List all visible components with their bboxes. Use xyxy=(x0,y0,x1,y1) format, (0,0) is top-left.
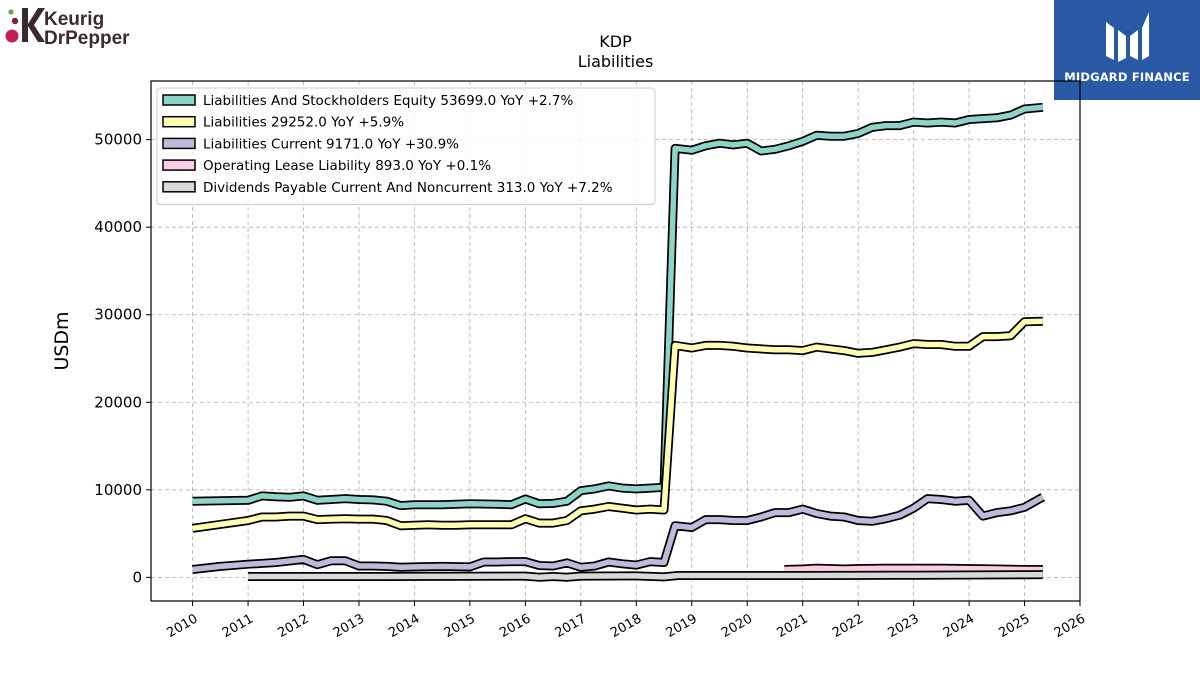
axes-frame xyxy=(150,80,1081,602)
chart-title: KDP xyxy=(599,32,632,51)
x-tick-label: 2013 xyxy=(331,611,367,641)
x-tick-label: 2026 xyxy=(1052,611,1088,641)
legend: Liabilities And Stockholders Equity 5369… xyxy=(156,87,656,205)
logo-dot xyxy=(11,17,19,25)
legend-entry: Liabilities Current 9171.0 YoY +30.9% xyxy=(203,136,459,152)
y-tick-label: 10000 xyxy=(94,481,142,499)
logo-cherry xyxy=(5,29,19,43)
series-0 xyxy=(192,102,1044,511)
legend-swatch xyxy=(162,159,196,171)
series-line xyxy=(784,565,1043,573)
x-tick-label: 2011 xyxy=(220,611,256,641)
legend-swatch xyxy=(162,94,196,106)
y-tick-label: 50000 xyxy=(94,131,142,149)
x-tick-label: 2010 xyxy=(164,611,200,641)
legend-entry: Operating Lease Liability 893.0 YoY +0.1… xyxy=(203,158,491,174)
logo-k-mark xyxy=(22,8,45,42)
x-tick-label: 2017 xyxy=(553,611,589,641)
x-tick-label: 2019 xyxy=(664,611,700,641)
x-tick-label: 2015 xyxy=(442,611,478,641)
series-3 xyxy=(784,563,1043,574)
logo-text-keurig: Keurig xyxy=(44,9,104,30)
y-tick-label: 0 xyxy=(132,568,142,586)
y-tick-label: 30000 xyxy=(94,306,142,324)
y-axis-ticks: 0 10000 20000 30000 40000 50000 xyxy=(94,131,151,586)
x-tick-label: 2022 xyxy=(830,611,866,641)
series-2 xyxy=(192,493,1045,574)
y-tick-label: 40000 xyxy=(94,218,142,236)
legend-entry: Liabilities 29252.0 YoY +5.9% xyxy=(203,115,404,131)
legend-box xyxy=(156,87,656,205)
y-tick-label: 20000 xyxy=(94,393,142,411)
series-line xyxy=(248,571,1043,580)
logo-text-drpepper: DrPepper xyxy=(44,28,130,48)
series-layer xyxy=(191,102,1045,582)
series-line xyxy=(192,494,1045,573)
series-line xyxy=(192,318,1043,532)
x-tick-label: 2018 xyxy=(608,611,644,641)
midgard-finance-text: MIDGARD FINANCE xyxy=(1064,70,1190,84)
legend-swatch xyxy=(162,137,196,150)
legend-entry: Dividends Payable Current And Noncurrent… xyxy=(203,180,613,196)
legend-swatch xyxy=(162,181,196,193)
x-tick-label: 2014 xyxy=(386,611,422,641)
x-tick-label: 2020 xyxy=(719,611,755,641)
midgard-emblem-icon xyxy=(1106,12,1149,62)
keurig-dr-pepper-logo: Keurig DrPepper xyxy=(4,4,164,49)
chart-subtitle: Liabilities xyxy=(578,52,654,71)
x-tick-label: 2021 xyxy=(775,611,811,641)
legend-entry: Liabilities And Stockholders Equity 5369… xyxy=(203,93,573,109)
x-tick-label: 2016 xyxy=(497,611,533,641)
x-tick-label: 2024 xyxy=(941,611,977,641)
series-1 xyxy=(191,316,1043,533)
x-axis-ticks: 2010 2011 2012 2013 2014 2015 2016 2017 2018 2019… xyxy=(164,601,1088,641)
series-4 xyxy=(248,570,1043,582)
x-tick-label: 2023 xyxy=(885,611,921,641)
legend-swatch xyxy=(162,115,196,128)
x-tick-label: 2012 xyxy=(275,611,311,641)
x-tick-label: 2025 xyxy=(996,611,1032,641)
y-axis-label: USDm xyxy=(51,311,73,370)
series-line xyxy=(192,104,1044,509)
logo-leaf-dot xyxy=(8,9,14,15)
midgard-finance-logo: MIDGARD FINANCE xyxy=(1054,0,1200,100)
